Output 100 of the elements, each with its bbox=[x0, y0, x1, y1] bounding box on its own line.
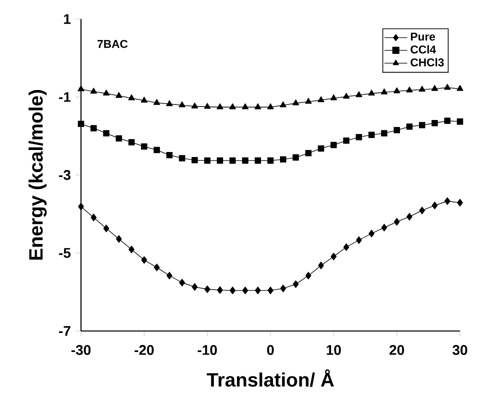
point bbox=[154, 264, 160, 272]
point bbox=[166, 272, 172, 280]
point bbox=[128, 139, 135, 146]
point bbox=[116, 235, 122, 243]
point bbox=[318, 145, 324, 152]
point bbox=[280, 101, 286, 108]
point bbox=[393, 87, 400, 94]
point bbox=[103, 130, 110, 136]
point bbox=[292, 154, 299, 161]
point bbox=[229, 157, 236, 164]
point bbox=[342, 92, 350, 99]
point bbox=[78, 85, 84, 92]
point bbox=[368, 132, 375, 138]
point bbox=[456, 85, 464, 91]
point bbox=[141, 143, 148, 150]
point bbox=[356, 236, 362, 244]
point bbox=[141, 256, 148, 264]
y-tick-label: -3 bbox=[59, 170, 70, 180]
point bbox=[229, 103, 236, 110]
point bbox=[254, 286, 261, 294]
y-tick-label: -5 bbox=[59, 248, 71, 258]
point bbox=[140, 96, 148, 103]
point bbox=[330, 142, 337, 148]
point bbox=[192, 283, 198, 291]
y-tick-label: -1 bbox=[59, 92, 71, 102]
point bbox=[406, 86, 413, 92]
point bbox=[90, 88, 97, 94]
point bbox=[242, 286, 248, 294]
point bbox=[216, 103, 224, 110]
point bbox=[356, 91, 362, 98]
point bbox=[356, 134, 362, 140]
point bbox=[90, 214, 97, 222]
point bbox=[432, 120, 438, 126]
point bbox=[305, 98, 312, 104]
point bbox=[280, 156, 286, 163]
point bbox=[444, 197, 450, 205]
point bbox=[78, 202, 84, 210]
point bbox=[394, 218, 400, 226]
point bbox=[178, 155, 186, 162]
point bbox=[116, 92, 122, 98]
point bbox=[192, 157, 198, 164]
x-tick-label: 20 bbox=[390, 345, 404, 355]
point bbox=[419, 206, 426, 214]
point bbox=[153, 99, 160, 105]
x-tick-label: 0 bbox=[267, 345, 274, 355]
point bbox=[216, 157, 224, 164]
x-tick-label: 30 bbox=[452, 345, 468, 355]
x-tick-label: 10 bbox=[326, 345, 341, 355]
point bbox=[431, 85, 438, 91]
point bbox=[432, 202, 438, 210]
point bbox=[242, 103, 249, 110]
point bbox=[444, 84, 451, 90]
x-tick-label: -20 bbox=[134, 345, 154, 355]
point bbox=[204, 102, 211, 109]
point bbox=[191, 102, 198, 108]
point bbox=[204, 285, 210, 294]
point bbox=[102, 90, 110, 96]
point bbox=[406, 212, 412, 221]
point bbox=[267, 103, 274, 110]
y-tick-label: -7 bbox=[59, 326, 70, 336]
x-tick-label: -30 bbox=[71, 345, 91, 355]
point bbox=[90, 125, 97, 132]
point bbox=[292, 280, 299, 288]
point bbox=[456, 118, 464, 125]
point bbox=[254, 103, 262, 110]
point bbox=[166, 100, 173, 106]
point bbox=[292, 99, 300, 106]
point bbox=[444, 118, 450, 124]
point bbox=[343, 138, 350, 144]
point bbox=[128, 246, 134, 254]
point bbox=[267, 157, 274, 164]
y-tick-label: 1 bbox=[64, 14, 71, 24]
point bbox=[166, 152, 173, 158]
point bbox=[230, 286, 236, 294]
point bbox=[78, 120, 84, 128]
point bbox=[178, 101, 186, 108]
point bbox=[368, 230, 374, 238]
point bbox=[154, 146, 160, 154]
point bbox=[381, 130, 388, 136]
x-axis-title: Translation/ Å bbox=[206, 369, 334, 387]
point bbox=[254, 157, 261, 164]
annotation: 7BAC bbox=[98, 40, 128, 48]
point bbox=[406, 124, 413, 130]
legend-label: CCl4 bbox=[410, 45, 436, 54]
point bbox=[116, 135, 122, 142]
point bbox=[179, 278, 185, 286]
point bbox=[330, 94, 337, 100]
point bbox=[418, 122, 426, 128]
legend-label: CHCl3 bbox=[410, 58, 444, 66]
point bbox=[305, 272, 312, 280]
point bbox=[368, 90, 375, 96]
x-tick-label: -10 bbox=[198, 345, 217, 355]
point bbox=[305, 150, 312, 156]
point bbox=[280, 284, 286, 292]
y-axis-title: Energy (kcal/mole) bbox=[28, 90, 47, 260]
point bbox=[318, 262, 324, 270]
point bbox=[394, 127, 400, 134]
legend-label: Pure bbox=[410, 32, 436, 41]
point bbox=[318, 96, 324, 102]
point bbox=[242, 157, 248, 164]
